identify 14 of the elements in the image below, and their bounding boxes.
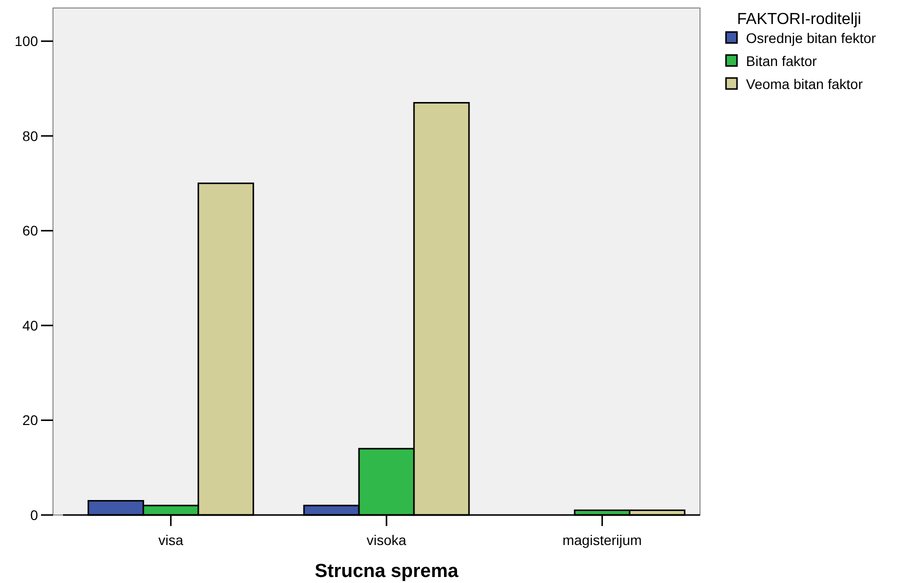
legend-label: Veoma bitan faktor <box>746 76 864 92</box>
x-axis-title: Strucna sprema <box>314 561 459 582</box>
y-tick-label: 0 <box>30 506 38 523</box>
y-tick-label: 40 <box>22 317 38 334</box>
x-tick-label: visa <box>158 532 184 548</box>
legend-title: FAKTORI-roditelji <box>737 11 862 28</box>
y-tick-label: 20 <box>22 412 38 428</box>
y-tick-label: 60 <box>22 222 38 239</box>
legend-label: Osrednje bitan fektor <box>746 30 876 46</box>
legend-label: Bitan faktor <box>746 52 818 69</box>
x-tick-label: visoka <box>366 532 407 548</box>
y-tick-label: 80 <box>22 128 38 144</box>
x-tick-label: magisterijum <box>562 532 642 548</box>
y-tick-label: 100 <box>14 33 38 50</box>
